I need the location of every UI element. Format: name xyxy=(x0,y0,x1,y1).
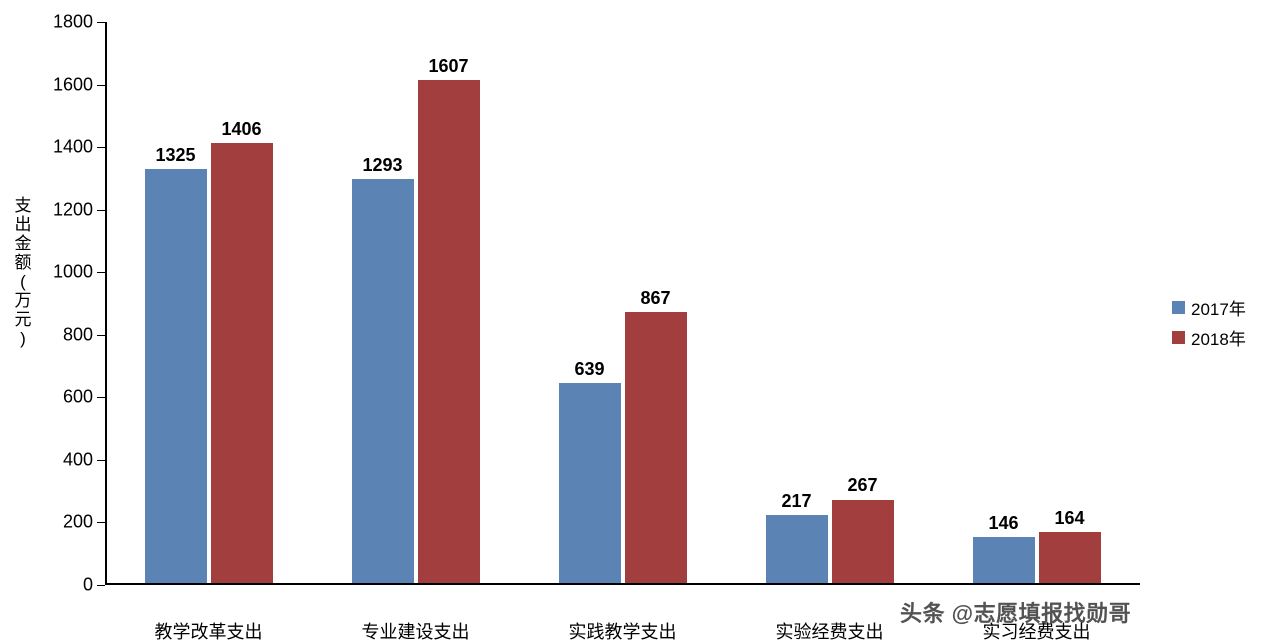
y-axis-line xyxy=(105,22,107,585)
y-axis-title-char: 元 xyxy=(14,310,32,329)
y-axis-tick xyxy=(97,84,105,86)
y-axis-tick xyxy=(97,147,105,149)
bar-value-label: 217 xyxy=(781,491,812,512)
x-axis-line xyxy=(105,583,1140,585)
bar-value-label: 267 xyxy=(847,475,878,496)
bar-value-label: 1325 xyxy=(155,144,196,165)
y-axis-tick-label: 1400 xyxy=(52,136,93,157)
bar xyxy=(1038,531,1101,583)
y-axis-tick xyxy=(97,585,105,586)
bar xyxy=(765,515,828,583)
y-axis-tick xyxy=(97,522,105,524)
y-axis-title-char: 金 xyxy=(14,234,32,253)
y-axis-tick-label: 1200 xyxy=(52,199,93,220)
y-axis-title-char: ( xyxy=(20,272,26,291)
legend-label: 2017年 xyxy=(1191,299,1246,319)
bar xyxy=(210,143,273,583)
y-axis-tick xyxy=(97,459,105,461)
y-axis-tick xyxy=(97,272,105,274)
bar-value-label: 1293 xyxy=(362,154,403,175)
y-axis-title-char: 出 xyxy=(14,215,32,234)
bar xyxy=(831,499,894,583)
bar xyxy=(558,383,621,583)
bar xyxy=(624,311,687,583)
y-axis-tick-label: 800 xyxy=(62,324,93,345)
x-axis-category-label: 实践教学支出 xyxy=(568,622,677,642)
bar xyxy=(351,178,414,583)
legend-item: 2018年 xyxy=(1172,322,1246,352)
plot-area: 1325 1406 教学改革支出 1293 1607 专业建设支出 639 867 实践教学支出… xyxy=(97,22,1140,642)
y-axis-tick-label: 200 xyxy=(62,511,93,532)
y-axis-title-char: 支 xyxy=(14,196,32,215)
y-axis-title-char: ) xyxy=(20,329,26,348)
x-axis-category-label: 实验经费支出 xyxy=(775,622,884,642)
bar-value-label: 867 xyxy=(640,287,671,308)
y-axis-tick-label: 1000 xyxy=(52,261,93,282)
x-axis-category-label: 专业建设支出 xyxy=(361,622,470,642)
y-axis-tick xyxy=(97,22,105,23)
y-axis-tick xyxy=(97,397,105,399)
y-axis-tick-labels: 0 200 400 600 800 1000 1200 1400 1600 1800 xyxy=(53,12,1140,595)
y-axis-tick xyxy=(97,209,105,211)
y-axis-title: 支出金额(万元) xyxy=(10,196,36,348)
y-axis-title-char: 额 xyxy=(14,253,32,272)
legend: 2017年 2018年 xyxy=(1172,292,1246,352)
y-axis-title-char: 万 xyxy=(14,291,32,310)
watermark: 头条 @志愿填报找勋哥 xyxy=(900,601,1132,626)
x-axis-category-label: 实习经费支出 xyxy=(982,622,1091,642)
y-axis-tick-label: 0 xyxy=(82,574,93,595)
y-axis-tick-label: 400 xyxy=(62,449,93,470)
legend-swatch xyxy=(1172,330,1185,344)
legend-item: 2017年 xyxy=(1172,292,1246,322)
bar xyxy=(417,80,480,583)
y-axis-tick-label: 1800 xyxy=(52,11,93,32)
bar xyxy=(144,168,207,583)
x-axis-category-label: 教学改革支出 xyxy=(154,622,263,642)
y-axis-tick-label: 1600 xyxy=(52,74,93,95)
bar xyxy=(972,537,1035,583)
bar-value-label: 146 xyxy=(988,513,1019,534)
bar-value-label: 1607 xyxy=(428,56,469,77)
bar-value-label: 1406 xyxy=(221,119,262,140)
bar-value-label: 164 xyxy=(1054,507,1085,528)
bar-value-label: 639 xyxy=(574,359,605,380)
y-axis-tick xyxy=(97,334,105,336)
legend-swatch xyxy=(1172,300,1185,314)
y-axis-tick-label: 600 xyxy=(62,386,93,407)
legend-label: 2018年 xyxy=(1191,329,1246,349)
